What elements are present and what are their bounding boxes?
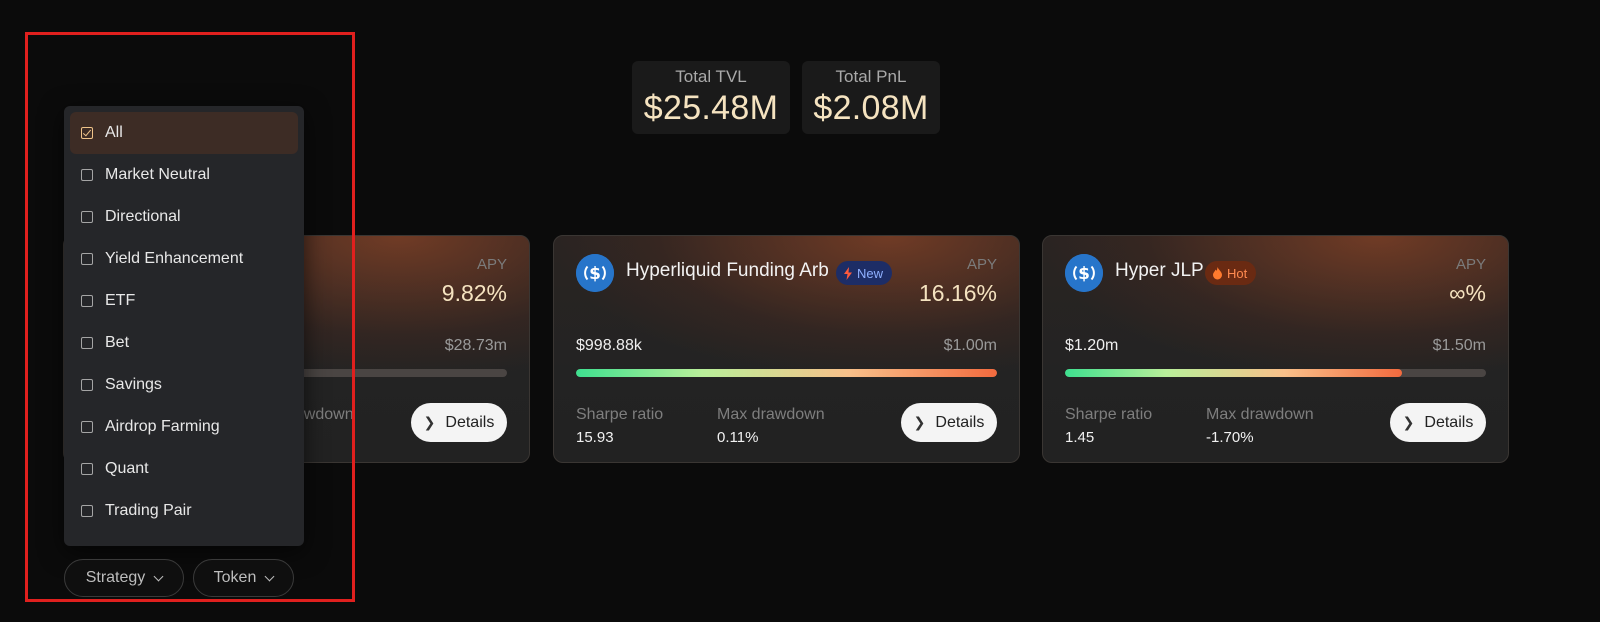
sharpe-ratio-value: 1.45 bbox=[1065, 429, 1095, 446]
total-tvl-value: $25.48M bbox=[643, 89, 779, 127]
vault-card[interactable]: $ Hyper JLP Hot APY ∞% $1.20m $1.50m Sha… bbox=[1042, 235, 1509, 463]
badge-label: New bbox=[857, 265, 884, 281]
checkbox-icon[interactable] bbox=[81, 463, 93, 475]
apy-label: APY bbox=[476, 256, 507, 273]
token-filter-button[interactable]: Token bbox=[193, 559, 294, 597]
details-button[interactable]: ❯ Details bbox=[901, 403, 997, 442]
usdc-icon: $ bbox=[576, 254, 614, 292]
apy-label: APY bbox=[966, 256, 997, 273]
strategy-option[interactable]: Market Neutral bbox=[70, 154, 298, 196]
total-pnl-value: $2.08M bbox=[813, 89, 929, 127]
strategy-option-label: Savings bbox=[105, 376, 162, 393]
sharpe-ratio-label: Sharpe ratio bbox=[1065, 406, 1153, 423]
new-badge: New bbox=[836, 261, 893, 285]
strategy-option[interactable]: All bbox=[70, 112, 298, 154]
strategy-option[interactable]: Bet bbox=[70, 322, 298, 364]
strategy-option[interactable]: Savings bbox=[70, 364, 298, 406]
strategy-filter-button[interactable]: Strategy bbox=[64, 559, 184, 597]
badge-label: Hot bbox=[1227, 265, 1248, 281]
strategy-option-label: All bbox=[105, 124, 123, 141]
chevron-right-icon: ❯ bbox=[1402, 414, 1415, 430]
svg-text:$: $ bbox=[1078, 264, 1090, 284]
token-filter-label: Token bbox=[213, 569, 257, 586]
apy-value: ∞% bbox=[1449, 280, 1486, 306]
strategy-dropdown-menu: All Market Neutral Directional Yield Enhanc… bbox=[64, 106, 304, 546]
strategy-option[interactable]: Airdrop Farming bbox=[70, 406, 298, 448]
max-drawdown-value: -1.70% bbox=[1206, 429, 1254, 446]
details-label: Details bbox=[445, 413, 495, 431]
max-drawdown-label: Max drawdown bbox=[1206, 406, 1314, 423]
svg-text:$: $ bbox=[589, 264, 601, 284]
strategy-option-label: Yield Enhancement bbox=[105, 250, 244, 267]
sharpe-ratio-label: Sharpe ratio bbox=[576, 406, 664, 423]
strategy-option[interactable]: Directional bbox=[70, 196, 298, 238]
strategy-option[interactable]: Yield Enhancement bbox=[70, 238, 298, 280]
tvl-current: $1.20m bbox=[1065, 337, 1119, 354]
checkbox-icon[interactable] bbox=[81, 505, 93, 517]
strategy-option-label: Bet bbox=[105, 334, 130, 351]
tvl-cap: $28.73m bbox=[444, 337, 507, 354]
strategy-option-label: Airdrop Farming bbox=[105, 418, 220, 435]
strategy-option-label: ETF bbox=[105, 292, 136, 309]
apy-label: APY bbox=[1455, 256, 1486, 273]
checkbox-icon[interactable] bbox=[81, 337, 93, 349]
checkbox-icon[interactable] bbox=[81, 295, 93, 307]
strategy-option-label: Directional bbox=[105, 208, 181, 225]
apy-value: 16.16% bbox=[918, 280, 997, 306]
strategy-option-label: Market Neutral bbox=[105, 166, 210, 183]
chevron-right-icon: ❯ bbox=[423, 414, 436, 430]
total-pnl-label: Total PnL bbox=[835, 67, 907, 86]
total-tvl-card: Total TVL $25.48M bbox=[632, 61, 790, 134]
vault-card[interactable]: $ Hyperliquid Funding Arb New APY 16.16%… bbox=[553, 235, 1020, 463]
hot-badge: Hot bbox=[1205, 261, 1257, 285]
chevron-right-icon: ❯ bbox=[913, 414, 926, 430]
checkbox-icon[interactable] bbox=[81, 211, 93, 223]
vault-name: Hyper JLP bbox=[1115, 260, 1204, 281]
flame-icon bbox=[1213, 266, 1222, 279]
strategy-option[interactable]: Trading Pair bbox=[70, 490, 298, 532]
checkbox-icon[interactable] bbox=[81, 421, 93, 433]
chevron-down-icon bbox=[264, 571, 275, 581]
details-label: Details bbox=[1424, 413, 1474, 431]
strategy-option-label: Trading Pair bbox=[105, 502, 192, 519]
tvl-cap: $1.50m bbox=[1432, 337, 1486, 354]
checkbox-icon[interactable] bbox=[81, 169, 93, 181]
checkbox-icon[interactable] bbox=[81, 253, 93, 265]
capacity-bar-fill bbox=[1065, 369, 1402, 377]
lightning-icon bbox=[844, 266, 852, 280]
checkbox-icon[interactable] bbox=[81, 127, 93, 139]
details-button[interactable]: ❯ Details bbox=[411, 403, 507, 442]
vault-name: Hyperliquid Funding Arb bbox=[626, 260, 829, 281]
max-drawdown-label: Max drawdown bbox=[717, 406, 825, 423]
strategy-filter-label: Strategy bbox=[85, 569, 146, 586]
apy-value: 9.82% bbox=[441, 280, 507, 306]
total-pnl-card: Total PnL $2.08M bbox=[802, 61, 940, 134]
checkbox-icon[interactable] bbox=[81, 379, 93, 391]
strategy-option-label: Quant bbox=[105, 460, 149, 477]
sharpe-ratio-value: 15.93 bbox=[576, 429, 614, 446]
details-button[interactable]: ❯ Details bbox=[1390, 403, 1486, 442]
chevron-down-icon bbox=[153, 571, 164, 581]
usdc-icon: $ bbox=[1065, 254, 1103, 292]
capacity-bar bbox=[1065, 369, 1486, 377]
capacity-bar-fill bbox=[576, 369, 997, 377]
total-tvl-label: Total TVL bbox=[675, 67, 747, 86]
strategy-option[interactable]: ETF bbox=[70, 280, 298, 322]
tvl-cap: $1.00m bbox=[943, 337, 997, 354]
capacity-bar bbox=[576, 369, 997, 377]
max-drawdown-value: 0.11% bbox=[717, 429, 759, 446]
details-label: Details bbox=[935, 413, 985, 431]
tvl-current: $998.88k bbox=[576, 337, 642, 354]
strategy-option[interactable]: Quant bbox=[70, 448, 298, 490]
